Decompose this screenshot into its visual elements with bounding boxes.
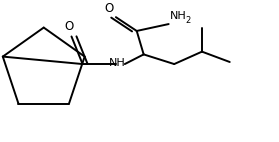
Text: O: O bbox=[104, 2, 114, 15]
Text: O: O bbox=[64, 20, 73, 33]
Text: 2: 2 bbox=[186, 16, 191, 25]
Text: NH: NH bbox=[109, 58, 126, 68]
Text: NH: NH bbox=[170, 11, 187, 20]
